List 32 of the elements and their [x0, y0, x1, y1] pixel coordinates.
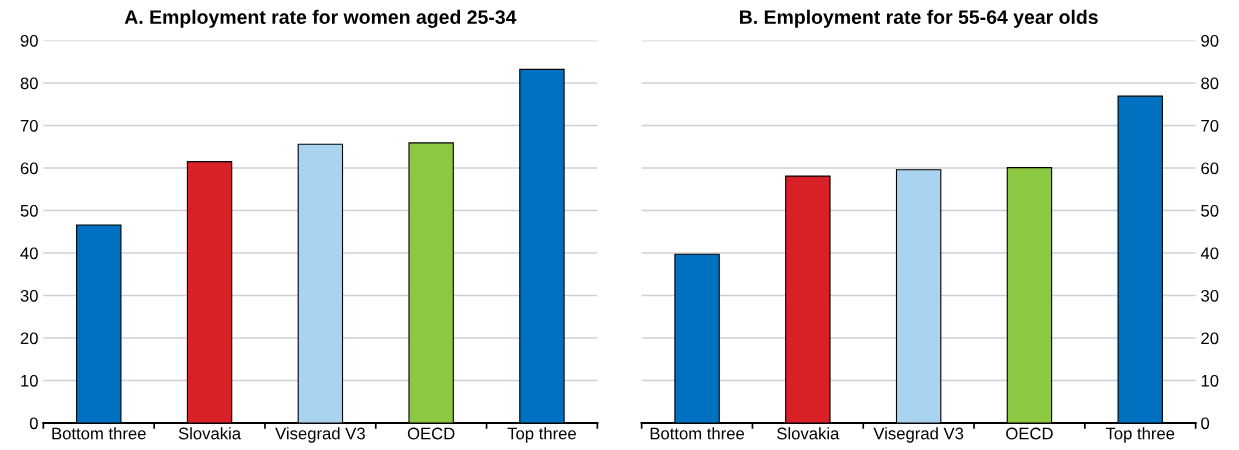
x-tick-label: OECD [1006, 427, 1053, 440]
y-tick-label: 0 [1201, 417, 1210, 430]
y-tick-label: 10 [1201, 374, 1219, 387]
y-tick-label: 90 [20, 34, 38, 47]
y-tick-label: 80 [20, 77, 38, 90]
y-tick-label: 70 [1201, 119, 1219, 132]
y-tick-label: 50 [20, 204, 38, 217]
x-tick-label: Bottom three [52, 427, 146, 440]
y-tick-label: 60 [1201, 162, 1219, 175]
y-tick-label: 20 [1201, 332, 1219, 345]
y-tick-label: 20 [20, 332, 38, 345]
y-tick-label: 50 [1201, 204, 1219, 217]
y-tick-label: 80 [1201, 77, 1219, 90]
x-tick-label: Slovakia [777, 427, 840, 440]
x-tick-label: Visegrad V3 [873, 427, 964, 443]
chart-title: A. Employment rate for women aged 25-34 [124, 9, 517, 28]
y-tick-label: 30 [20, 289, 38, 302]
x-tick-label: OECD [407, 427, 455, 440]
y-tick-label: 90 [1201, 34, 1219, 47]
y-tick-label: 30 [1201, 289, 1219, 302]
y-tick-label: 0 [29, 417, 38, 430]
x-tick-label: Slovakia [178, 427, 242, 440]
x-tick-label: Visegrad V3 [275, 427, 365, 443]
y-tick-label: 10 [21, 374, 38, 387]
x-tick-label: Top three [507, 427, 576, 443]
y-tick-label: 40 [1200, 247, 1219, 260]
x-tick-label: Top three [1105, 427, 1175, 443]
y-tick-label: 70 [20, 119, 38, 132]
x-tick-label: Bottom three [650, 427, 745, 440]
chart-title: B. Employment rate for 55-64 year olds [740, 9, 1098, 28]
y-tick-label: 60 [20, 162, 38, 175]
y-tick-label: 40 [20, 247, 38, 260]
